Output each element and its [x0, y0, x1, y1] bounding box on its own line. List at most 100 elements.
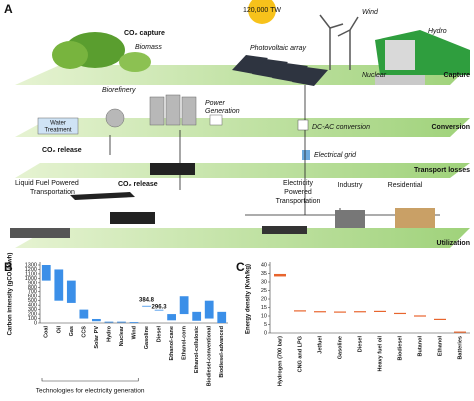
x-tick-label: Hydrogen (700 bar): [277, 336, 283, 386]
plane: [70, 192, 135, 200]
x-tick-label: Gasoline: [144, 326, 150, 349]
label: Residential: [388, 182, 423, 189]
x-tick-label: Biodiesel: [397, 336, 403, 361]
range-bar: [79, 309, 89, 319]
x-tick-label: Coal: [44, 326, 50, 338]
label: CO₂ capture: [124, 30, 165, 37]
label: CO₂ release: [42, 147, 82, 154]
y-tick-label: 400: [28, 303, 37, 309]
conversion-layer: [15, 118, 470, 137]
y-tick-label: 0: [34, 320, 37, 326]
y-tick-label: 300: [28, 307, 37, 313]
nuclear-plant: [375, 75, 425, 85]
x-tick-label: Ethanol-corn: [182, 325, 188, 360]
label: Generation: [205, 108, 240, 115]
train: [262, 226, 307, 234]
label: Biomass: [135, 44, 162, 51]
y-tick-label: 5: [264, 322, 267, 328]
x-tick-label: Oil: [56, 326, 62, 334]
label: Electrical grid: [314, 152, 357, 159]
grid-icon: [302, 150, 310, 160]
sun: [248, 0, 276, 24]
x-tick-label: Heavy fuel oil: [377, 336, 383, 372]
panel-a: A 120,000 TW Wind Hydro CO₂ capture Biom…: [4, 0, 470, 248]
y-axis-label: Carbon intensity (gCO₂/Kwh): [8, 253, 14, 336]
y-tick-label: 100: [28, 316, 37, 322]
x-tick-label: Ethanol-cane: [169, 326, 175, 361]
x-tick-label: Diesel: [357, 336, 363, 353]
range-bar: [66, 280, 76, 303]
dam: [385, 40, 415, 70]
range-bar: [167, 314, 176, 321]
x-tick-label: Diesel: [157, 326, 163, 343]
x-tick-label: Batteries: [457, 336, 463, 360]
solar-panels: [232, 55, 328, 86]
y-tick-label: 600: [28, 294, 37, 300]
layer-label: Conversion: [431, 124, 470, 131]
x-tick-label: Hydro: [106, 325, 112, 342]
x-tick-label: Jetfuel: [317, 336, 323, 354]
x-tick-label: Ethanol-cellulosic: [194, 326, 200, 373]
x-tick-label: Gasoline: [337, 336, 343, 359]
x-tick-label: Ethanol: [437, 336, 443, 357]
transport-layer: [15, 163, 470, 178]
bracket: [41, 378, 139, 382]
range-bar: [142, 305, 151, 307]
panel-label: B: [4, 260, 13, 274]
label: Liquid Fuel Powered: [15, 180, 79, 187]
x-tick-label: Gas: [69, 326, 75, 336]
tanker: [150, 163, 195, 175]
x-tick-label: Biodiesel-advanced: [219, 326, 225, 378]
x-axis-label: Technologies for electricity generation: [36, 388, 145, 395]
label: Transportation: [276, 198, 321, 205]
y-tick-label: 1300: [25, 262, 37, 268]
y-tick-label: 20: [261, 296, 267, 302]
inverter: [297, 119, 309, 131]
label: CO₂ release: [118, 181, 158, 188]
panel-label: C: [236, 260, 245, 274]
label: Photovoltaic array: [250, 45, 307, 52]
layer-label: Capture: [444, 72, 471, 79]
range-bar: [154, 309, 164, 311]
sun-label: 120,000 TW: [243, 7, 281, 14]
y-tick-label: 1200: [25, 267, 37, 273]
truck: [110, 212, 155, 224]
y-axis-label: Energy density (Kwh/kg): [246, 264, 252, 334]
houses: [395, 208, 435, 228]
bush: [119, 52, 151, 72]
water-box: [37, 117, 79, 135]
y-tick-label: 700: [28, 289, 37, 295]
label: Nuclear: [362, 72, 387, 79]
data-label: 384.8: [139, 297, 155, 303]
range-bar: [41, 265, 51, 281]
range-bar: [104, 321, 114, 323]
range-bar: [54, 269, 64, 301]
y-tick-label: 200: [28, 312, 37, 318]
y-tick-label: 1100: [25, 271, 37, 277]
x-tick-label: Nuclear: [119, 325, 125, 346]
x-tick-label: Biodiesel-conventional: [207, 326, 213, 387]
label: Industry: [338, 182, 363, 189]
label: Electricity: [283, 180, 313, 187]
range-bar: [117, 321, 126, 323]
range-bar: [192, 311, 202, 321]
range-bar: [92, 318, 101, 322]
y-tick-label: 1000: [25, 276, 37, 282]
x-tick-label: CNG and LPG: [297, 336, 303, 372]
biorefinery: [105, 94, 223, 128]
label: DC-AC conversion: [312, 124, 370, 131]
x-tick-label: Solar PV: [94, 326, 100, 349]
utilization-layer: [15, 228, 470, 248]
label: Biorefinery: [102, 87, 136, 94]
y-tick-label: 900: [28, 280, 37, 286]
range-bar: [204, 300, 214, 319]
range-bar: [217, 311, 227, 323]
turbines: [319, 14, 359, 70]
label: Water: [50, 121, 66, 127]
layer-label: Utilization: [437, 240, 470, 247]
label: Transportation: [30, 189, 75, 196]
label: Powered: [284, 189, 312, 196]
factory: [335, 210, 365, 228]
